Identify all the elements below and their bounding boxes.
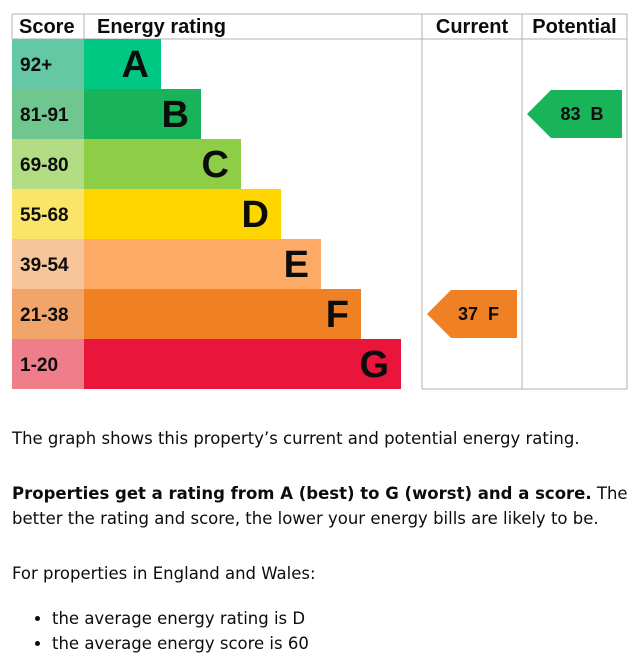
potential-rating-score: 83 (560, 104, 580, 124)
band-letter-d: D (242, 194, 269, 236)
header-potential: Potential (532, 16, 616, 38)
rating-explanation-bold: Properties get a rating from A (best) to… (12, 484, 592, 503)
band-bar-e (84, 239, 321, 289)
band-bar-g (84, 339, 401, 389)
score-range-f: 21-38 (20, 305, 69, 326)
score-cell-b (12, 89, 84, 139)
score-range-b: 81-91 (20, 105, 69, 126)
score-range-g: 1-20 (20, 355, 58, 376)
band-bar-f (84, 289, 361, 339)
band-letter-c: C (202, 144, 229, 186)
band-bar-d (84, 189, 281, 239)
potential-rating-letter: B (591, 104, 604, 124)
header-current: Current (436, 16, 509, 38)
band-letter-a: A (122, 44, 149, 86)
band-bar-a (84, 39, 161, 89)
average-rating-item: the average energy rating is D (52, 606, 632, 631)
average-score-item: the average energy score is 60 (52, 631, 632, 656)
score-cell-f (12, 289, 84, 339)
score-range-c: 69-80 (20, 155, 69, 176)
region-note: For properties in England and Wales: (12, 564, 316, 583)
score-cell-g (12, 339, 84, 389)
averages-list: the average energy rating is D the avera… (12, 606, 632, 656)
score-range-d: 55-68 (20, 205, 69, 226)
band-letter-b: B (162, 94, 189, 136)
score-range-a: 92+ (20, 55, 52, 76)
band-letter-e: E (284, 244, 309, 286)
band-letter-g: G (359, 344, 389, 386)
band-bar-c (84, 139, 241, 189)
header-energy-rating: Energy rating (97, 16, 226, 38)
score-range-e: 39-54 (20, 255, 69, 276)
rating-explanation-rest: The better the rating and score, the low… (12, 484, 628, 528)
header-score: Score (19, 16, 75, 38)
band-letter-f: F (326, 294, 349, 336)
current-rating-letter: F (488, 304, 499, 324)
score-cell-a (12, 39, 84, 89)
chart-description: The graph shows this property’s current … (12, 429, 580, 448)
current-rating-arrow (427, 290, 517, 338)
score-cell-e (12, 239, 84, 289)
score-cell-d (12, 189, 84, 239)
rating-explanation: Properties get a rating from A (best) to… (12, 481, 632, 531)
band-bar-b (84, 89, 201, 139)
current-rating-score: 37 (458, 304, 478, 324)
score-cell-c (12, 139, 84, 189)
epc-chart: Score Energy rating Current Potential 92+ A 81… (11, 13, 628, 390)
potential-rating-arrow (527, 90, 622, 138)
